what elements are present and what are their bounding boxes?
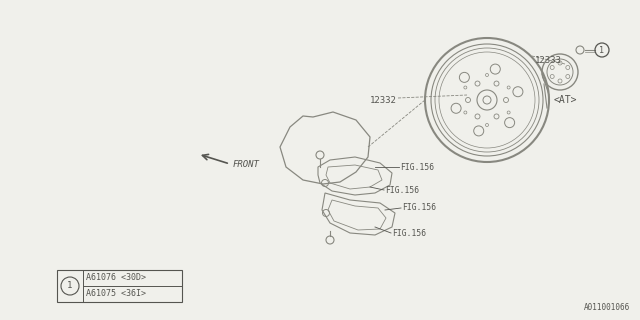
Text: 12333: 12333 [535,55,562,65]
Text: <AT>: <AT> [553,95,577,105]
Bar [57,270,182,302]
Text: FRONT: FRONT [233,159,260,169]
Text: FIG.156: FIG.156 [402,204,436,212]
Text: A61076 <30D>: A61076 <30D> [86,274,146,283]
Text: 1: 1 [600,45,605,54]
Text: A61075 <36I>: A61075 <36I> [86,290,146,299]
Text: FIG.156: FIG.156 [400,163,434,172]
Text: FIG.156: FIG.156 [392,228,426,237]
Text: 1: 1 [67,282,73,291]
Text: 12332: 12332 [370,95,397,105]
Text: FIG.156: FIG.156 [385,186,419,195]
Text: A011001066: A011001066 [584,303,630,312]
